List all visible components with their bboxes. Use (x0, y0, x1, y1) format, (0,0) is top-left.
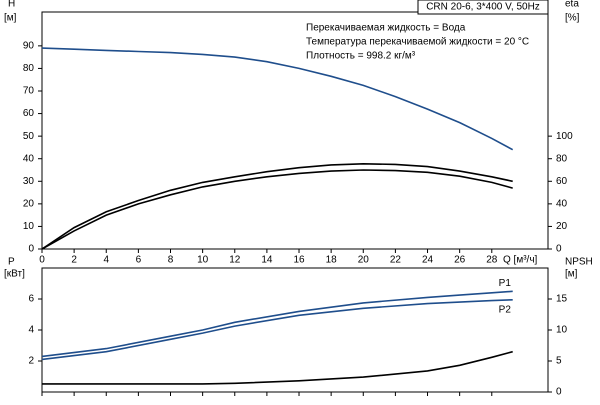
y2-tick-label: 10 (556, 325, 568, 336)
y2-tick-label: 60 (556, 176, 568, 187)
x-tick-label: 10 (197, 255, 209, 266)
y-tick-label: 50 (23, 131, 35, 142)
y2-tick-label: 5 (556, 356, 562, 367)
curve (41, 162, 513, 250)
y2-tick-label: 15 (556, 294, 568, 305)
y-tick-label: 90 (23, 40, 35, 51)
plot-frame (41, 11, 549, 250)
y2-tick-label: 40 (556, 198, 568, 209)
y2-axis-label: NPSH (565, 257, 593, 268)
y-axis-label: H (8, 0, 15, 10)
x-tick-label: 18 (326, 255, 338, 266)
y-tick-label: 4 (28, 325, 34, 336)
y2-tick-label: 80 (556, 153, 568, 164)
y2-tick-label: 0 (556, 244, 562, 255)
plot-frame (41, 267, 549, 393)
y-tick-label: 30 (23, 176, 35, 187)
y-tick-label: 40 (23, 153, 35, 164)
x-tick-label: 14 (261, 255, 273, 266)
y-tick-label: 70 (23, 86, 35, 97)
y2-tick-label: 100 (556, 131, 573, 142)
x-tick-label: 22 (390, 255, 402, 266)
annotation: Температура перекачиваемой жидкости = 20… (306, 37, 529, 48)
y-tick-label: 20 (23, 198, 35, 209)
y-tick-label: 0 (28, 244, 34, 255)
curve (41, 290, 513, 358)
curve (41, 169, 513, 250)
chart-title: CRN 20-6, 3*400 V, 50Hz (426, 2, 540, 13)
y-axis-unit: [кВт] (4, 269, 25, 280)
y-axis-unit: [м] (4, 13, 17, 24)
y-tick-label: 10 (23, 221, 35, 232)
y2-tick-label: 20 (556, 221, 568, 232)
y2-axis-unit: [%] (565, 13, 580, 24)
curve-label: P1 (499, 278, 512, 289)
x-tick-label: 26 (454, 255, 466, 266)
y-tick-label: 2 (28, 356, 34, 367)
annotation: Плотность = 998.2 кг/м³ (306, 51, 416, 62)
x-tick-label: 2 (71, 255, 77, 266)
curve-label: P2 (499, 304, 512, 315)
x-tick-label: 12 (229, 255, 241, 266)
x-tick-label: 6 (136, 255, 142, 266)
y-tick-label: 80 (23, 63, 35, 74)
y-axis-label: P (8, 257, 15, 268)
y2-axis-label: eta (565, 0, 579, 10)
x-tick-label: 0 (39, 255, 45, 266)
y2-tick-label: 0 (556, 387, 562, 398)
x-axis-label: Q [м³/ч] (503, 255, 538, 266)
curve (41, 47, 514, 151)
curve (41, 299, 513, 361)
y-tick-label: 6 (28, 294, 34, 305)
x-tick-label: 8 (168, 255, 174, 266)
x-tick-label: 20 (358, 255, 370, 266)
annotation: Перекачиваемая жидкость = Вода (306, 23, 466, 34)
x-tick-label: 4 (103, 255, 109, 266)
x-tick-label: 24 (422, 255, 434, 266)
y-tick-label: 60 (23, 108, 35, 119)
x-tick-label: 28 (486, 255, 498, 266)
y2-axis-unit: [м] (565, 269, 578, 280)
title-box (417, 0, 549, 15)
x-tick-label: 16 (293, 255, 305, 266)
curve (42, 350, 513, 385)
